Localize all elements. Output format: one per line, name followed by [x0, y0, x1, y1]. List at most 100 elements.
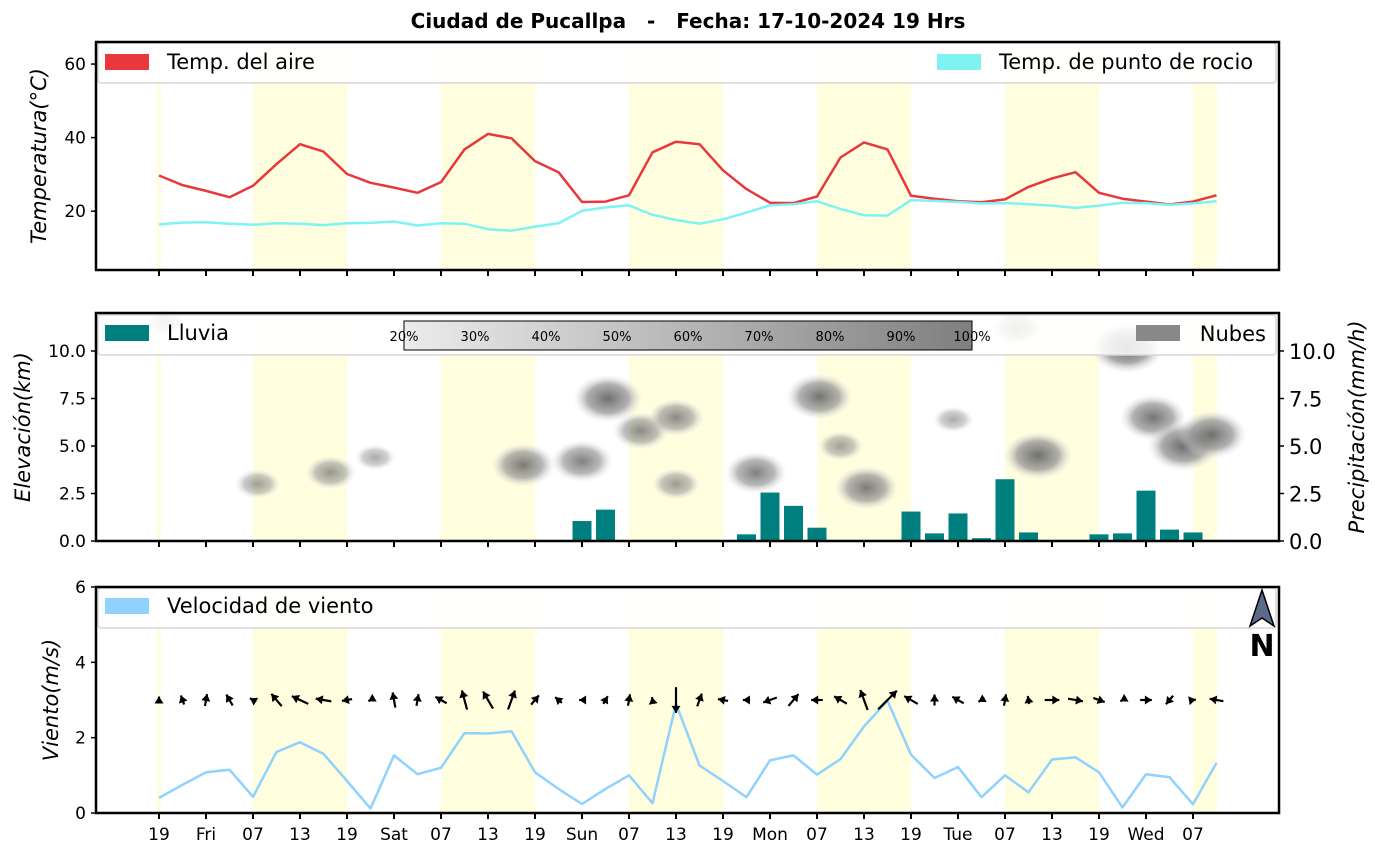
wind-arrow-head	[790, 694, 799, 703]
wind-arrow-head	[1165, 696, 1174, 705]
wind-arrow-head	[530, 695, 539, 704]
wind-arrow-head	[742, 695, 750, 705]
wind-arrow-head	[271, 693, 280, 703]
air-temp-line	[158, 132, 1217, 206]
north-arrow-icon: N	[1248, 587, 1276, 664]
wind-arrow-head	[834, 695, 843, 704]
wind-arrow	[648, 696, 658, 705]
x-tick-label: 19	[148, 825, 170, 845]
x-tick-label: 19	[524, 825, 546, 845]
wind-arrow-head	[648, 697, 658, 705]
wind-arrow-head	[1052, 695, 1060, 705]
rain-bar	[760, 492, 780, 541]
y-tick-label-right: 10.0	[1289, 340, 1336, 364]
rain-bar	[1136, 490, 1156, 541]
x-tick-label: Wed	[1127, 825, 1164, 845]
wind-arrow	[179, 695, 188, 705]
wind-arrow	[1000, 694, 1010, 706]
rain-bar	[596, 509, 615, 541]
legend-air-temp-label: Temp. del aire	[166, 50, 315, 74]
wind-arrow	[225, 693, 234, 707]
x-tick-label: 19	[712, 825, 734, 845]
wind-arrow-head	[1075, 695, 1083, 705]
cloud-cell	[491, 443, 556, 487]
wind-arrow	[1092, 695, 1106, 704]
wind-arrow-head	[154, 696, 164, 704]
wind-arrow	[154, 696, 164, 704]
wind-arrow-head	[315, 695, 324, 705]
wind-arrow-head	[179, 695, 188, 704]
cloud-scale-label: 100%	[953, 330, 990, 345]
x-tick-label: Mon	[752, 825, 788, 845]
wind-arrow-head	[1144, 695, 1152, 705]
wind-arrow-head	[904, 695, 913, 704]
x-tick-label: 07	[618, 825, 640, 845]
daylight-band	[157, 42, 161, 270]
y-tick-label-right: 7.5	[1289, 388, 1322, 412]
wind-arrow-head	[1120, 693, 1129, 702]
rain-bar	[995, 479, 1015, 541]
cloud-cell	[834, 465, 899, 510]
wind-arrow	[624, 694, 634, 706]
cloud-cell	[932, 406, 974, 433]
wind-arrow	[367, 693, 377, 703]
wind-arrow-head	[1024, 695, 1034, 704]
wind-arrow	[579, 695, 587, 705]
legend-wind-speed-swatch	[105, 598, 149, 614]
rain-bar	[1160, 529, 1179, 541]
cloud-cell	[1177, 410, 1247, 459]
x-tick-label: 19	[1088, 825, 1110, 845]
y-tick-label: 6	[75, 578, 86, 598]
wind-arrow	[762, 695, 778, 705]
wind-arrow-head	[717, 695, 726, 705]
y-tick-label: 0.0	[59, 532, 86, 552]
wind-arrow-head	[1209, 695, 1218, 705]
y-tick-label: 0	[75, 804, 86, 824]
legend-air-temp-swatch	[105, 54, 149, 70]
y-tick-label: 4	[75, 653, 86, 673]
wind-arrow	[717, 695, 729, 705]
rain-bar	[807, 527, 827, 541]
wind-arrow-head	[888, 690, 897, 699]
wind-arrow	[1044, 695, 1060, 705]
x-tick-label: 07	[430, 825, 452, 845]
cloud-cell	[354, 444, 396, 471]
wind-arrow-head	[671, 705, 681, 713]
wind-arrow	[1067, 695, 1084, 705]
y-tick-label: 40	[64, 129, 86, 149]
wind-arrow	[506, 690, 517, 710]
wind-arrow	[1024, 695, 1034, 705]
x-tick-label: 13	[1041, 825, 1063, 845]
cloud-coverage-scale	[403, 320, 973, 351]
cloud-cell	[551, 440, 613, 483]
wind-arrow-head	[341, 695, 350, 705]
wind-panel: 0 2 4 6 Velocidad de viento N Viento(m/s) 19 Fri…	[39, 578, 1281, 845]
wind-arrow-head	[412, 694, 422, 702]
wind-arrow	[600, 695, 609, 705]
legend-dew-point-swatch	[937, 54, 981, 70]
wind-arrow-head	[1096, 695, 1105, 704]
panel-frame	[94, 585, 1281, 815]
cloud-cell	[817, 431, 864, 461]
y-axis-label: Elevación(km)	[11, 352, 35, 502]
wind-arrow-head	[249, 697, 259, 706]
x-tick-label: 19	[336, 825, 358, 845]
wind-arrow	[1188, 696, 1197, 706]
wind-arrow-head	[459, 690, 469, 699]
wind-arrow-head	[435, 696, 444, 705]
y-tick-label: 60	[64, 55, 86, 75]
wind-arrow	[811, 695, 823, 705]
rain-bar	[737, 534, 756, 541]
cloud-scale-label: 20%	[390, 330, 419, 345]
x-tick-label: 19	[900, 825, 922, 845]
wind-arrow	[930, 694, 939, 706]
temperature-panel: 20 40 60 Temp. del aire Temp. de punto de ro…	[27, 40, 1281, 276]
wind-arrow-head	[482, 691, 491, 700]
x-tick-label: 07	[994, 825, 1016, 845]
legend-rain-label: Lluvia	[167, 321, 229, 345]
wind-arrow	[291, 695, 309, 705]
wind-arrow-head	[952, 696, 961, 705]
x-tick-label: Tue	[942, 825, 972, 845]
x-tick-label: 13	[477, 825, 499, 845]
cloud-scale-label: 40%	[532, 330, 561, 345]
